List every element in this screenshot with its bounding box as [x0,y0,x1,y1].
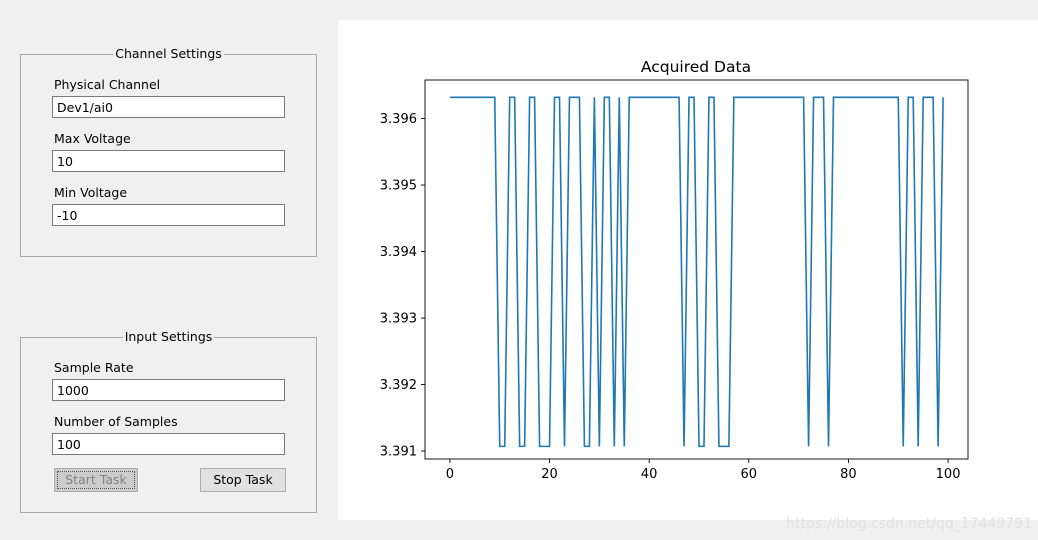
y-tick-label: 3.394 [380,245,417,260]
y-tick-label: 3.392 [380,378,417,393]
physical-channel-label: Physical Channel [54,77,161,92]
stop-task-button[interactable]: Stop Task [200,468,286,492]
sample-rate-label: Sample Rate [54,360,134,375]
max-voltage-input[interactable] [52,150,285,172]
x-tick-label: 80 [840,467,857,482]
chart-title: Acquired Data [641,58,751,76]
x-tick-label: 0 [446,467,454,482]
channel-settings-group: Channel Settings Physical Channel Max Vo… [20,46,317,257]
number-of-samples-label: Number of Samples [54,414,178,429]
plot-panel: Acquired Data 0 20 40 60 80 100 3.391 3.392 3.39… [338,20,1038,520]
min-voltage-input[interactable] [52,204,285,226]
start-task-button[interactable]: Start Task [54,468,138,492]
y-tick-label: 3.393 [380,312,417,327]
number-of-samples-input[interactable] [52,433,285,455]
x-tick-label: 60 [741,467,758,482]
x-tick-label: 100 [936,467,961,482]
acquired-data-chart: Acquired Data 0 20 40 60 80 100 3.391 3.392 3.39… [380,58,969,482]
y-tick-label: 3.396 [380,112,417,127]
chart-axes: 0 20 40 60 80 100 3.391 3.392 3.393 3.394 3.395 3.3… [380,112,961,482]
axes-frame [424,79,969,460]
input-settings-group: Input Settings Sample Rate Number of Sam… [20,329,317,513]
sample-rate-input[interactable] [52,379,285,401]
channel-settings-title-wrap: Channel Settings [21,46,316,62]
y-tick-label: 3.391 [380,445,417,460]
channel-settings-title: Channel Settings [113,46,224,61]
x-tick-label: 20 [541,467,558,482]
watermark: https://blog.csdn.net/qq_17449791 [786,516,1032,532]
x-tick-label: 40 [641,467,658,482]
min-voltage-label: Min Voltage [54,185,128,200]
input-settings-title-wrap: Input Settings [21,329,316,345]
data-series-line [449,96,944,448]
y-tick-label: 3.395 [380,179,417,194]
physical-channel-input[interactable] [52,96,285,118]
max-voltage-label: Max Voltage [54,131,131,146]
input-settings-title: Input Settings [122,329,215,344]
